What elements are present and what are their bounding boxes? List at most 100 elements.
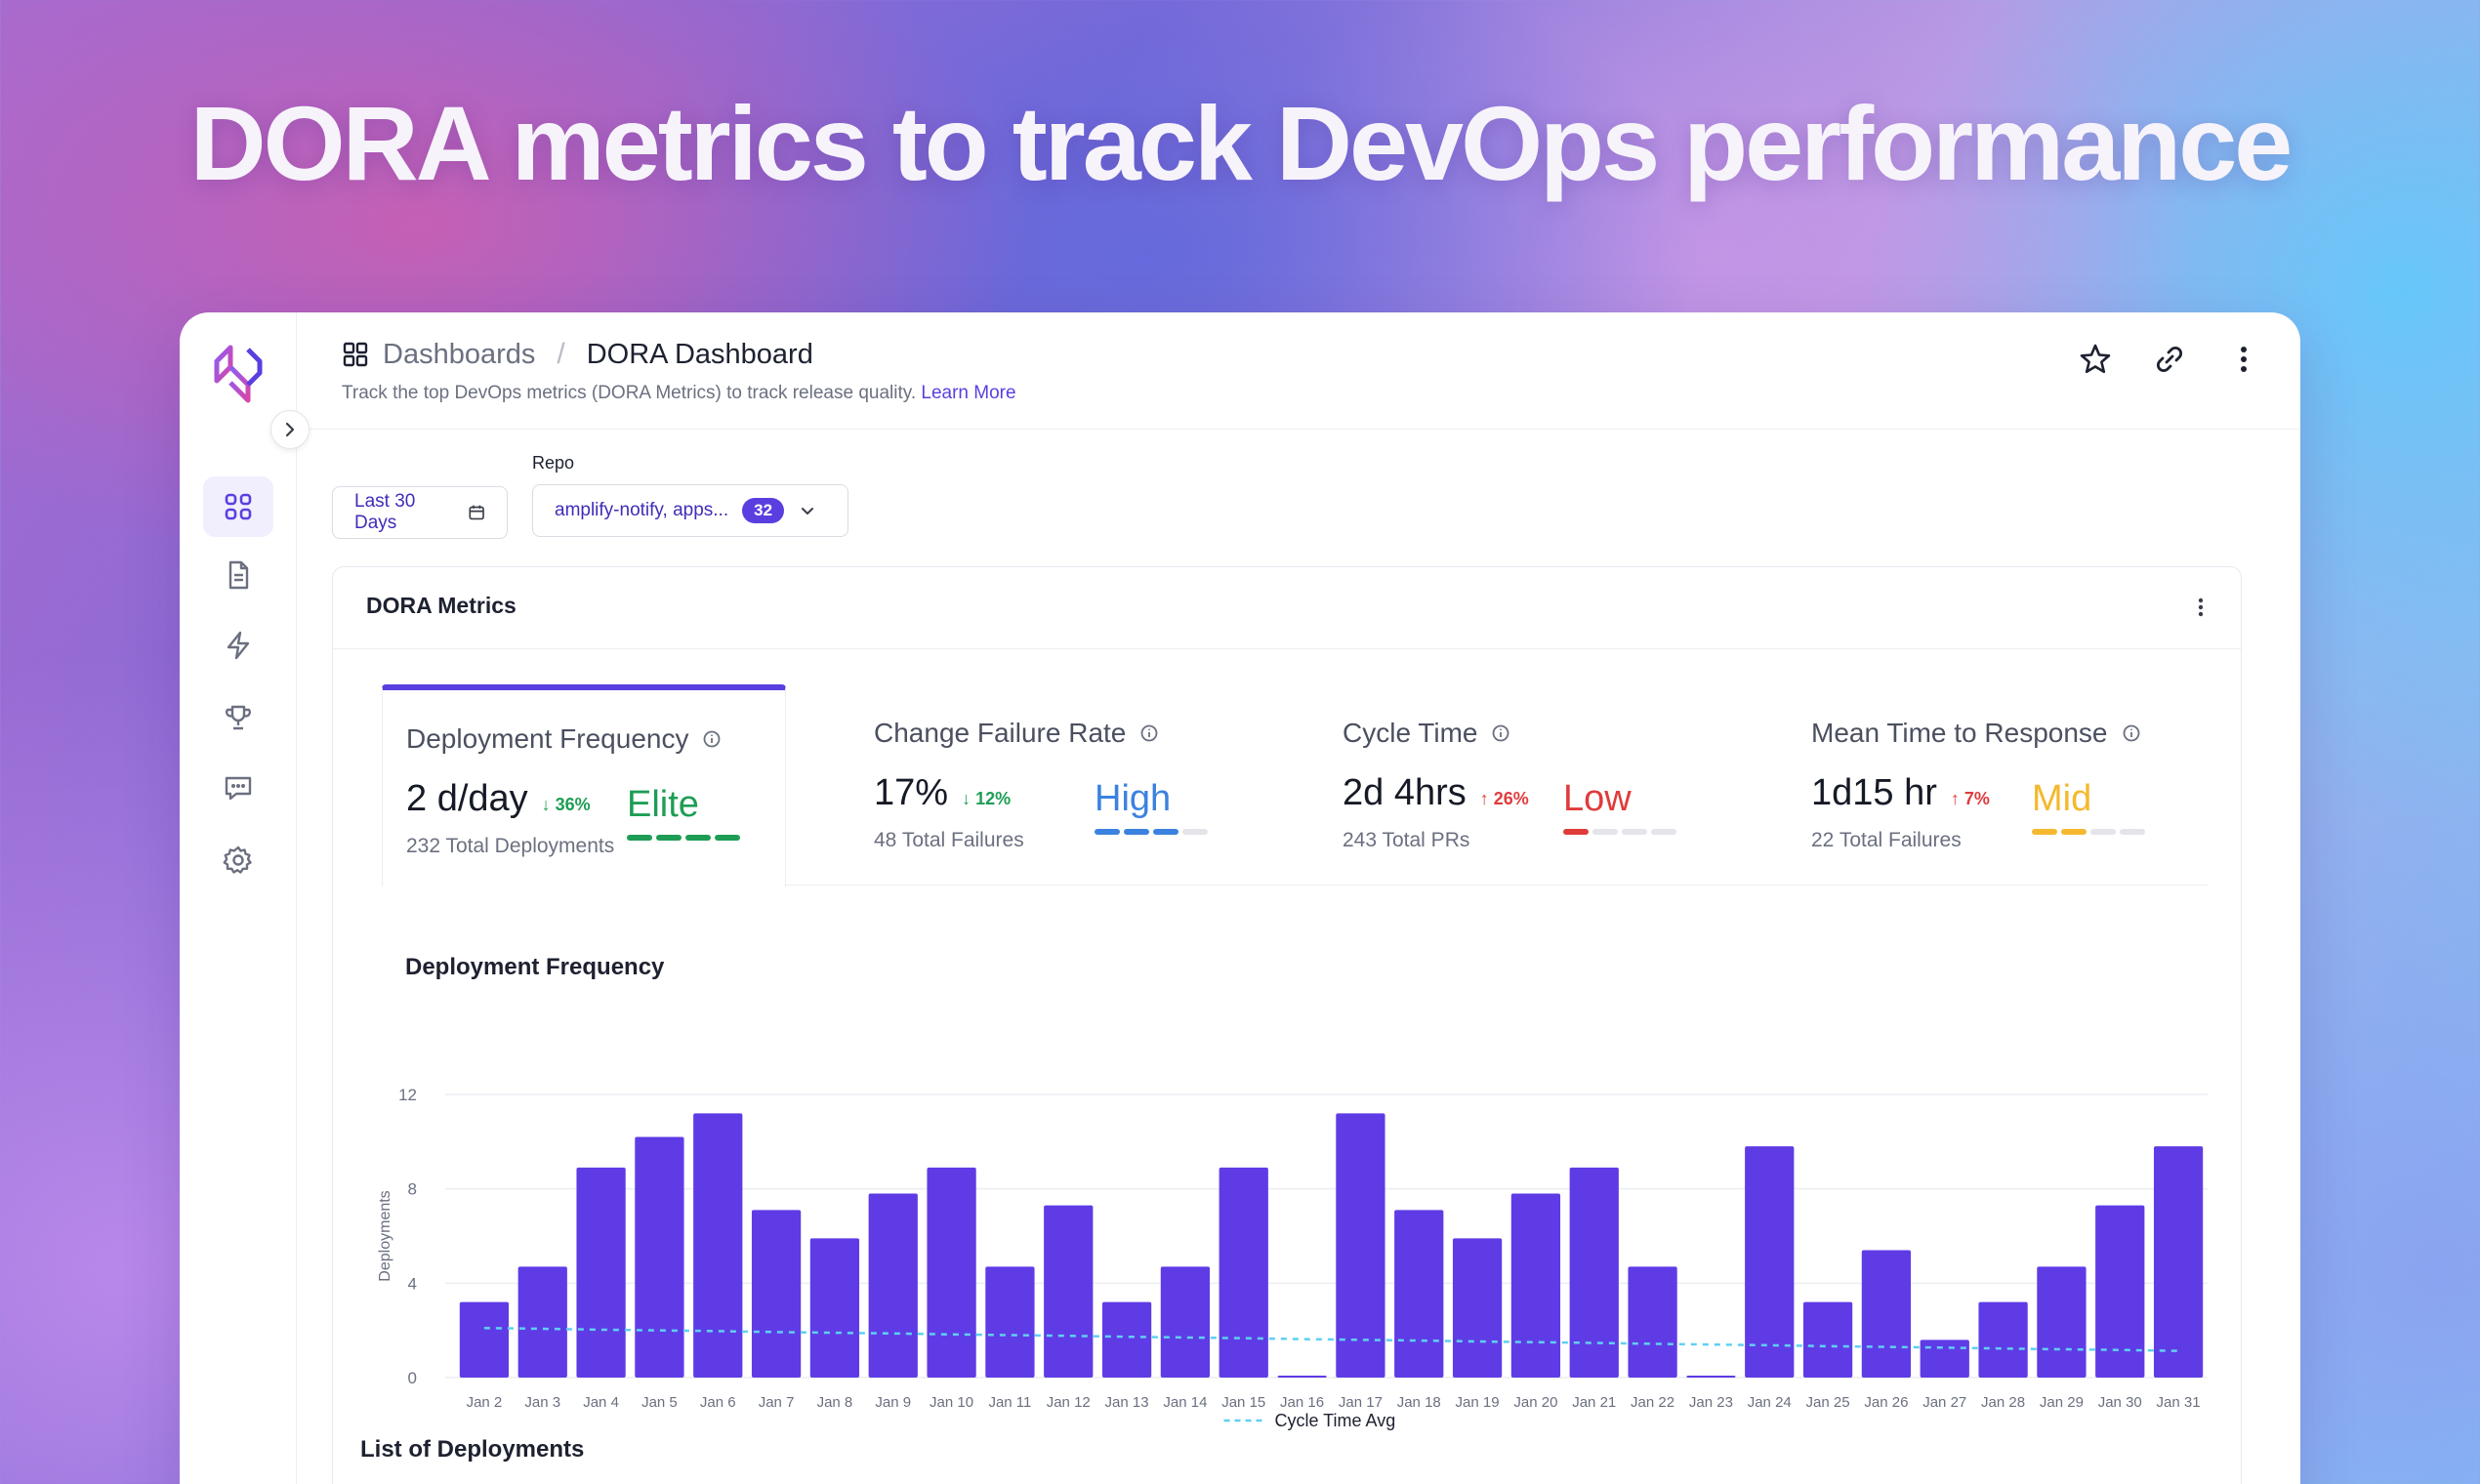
- x-tick-label: Jan 9: [875, 1394, 911, 1411]
- sidebar-item-settings[interactable]: [203, 830, 273, 890]
- y-tick-label: 12: [398, 1086, 417, 1104]
- level-segment: [627, 835, 652, 841]
- metric-level: High: [1095, 778, 1172, 819]
- metric-value-row: 2 d/day ↓ 36%: [406, 778, 591, 820]
- level-segment: [1124, 829, 1149, 835]
- sidebar-item-dashboards[interactable]: [203, 476, 273, 537]
- repo-label: Repo: [532, 453, 575, 473]
- metric-level: Elite: [627, 784, 699, 825]
- bar: [985, 1266, 1035, 1378]
- level-segment: [715, 835, 740, 841]
- metric-name-label: Mean Time to Response: [1811, 718, 2108, 748]
- metric-value-row: 2d 4hrs ↑ 26%: [1343, 772, 1529, 814]
- top-bar: Dashboards / DORA Dashboard Track the to…: [297, 312, 2300, 430]
- bar: [693, 1113, 743, 1378]
- level-segment: [1563, 829, 1589, 835]
- sidebar-item-reports[interactable]: [203, 545, 273, 605]
- bar: [2037, 1266, 2087, 1378]
- x-tick-label: Jan 11: [988, 1394, 1031, 1411]
- info-icon[interactable]: [2122, 723, 2141, 743]
- favorite-button[interactable]: [2078, 342, 2113, 377]
- metric-delta: ↓ 12%: [962, 789, 1012, 808]
- bar: [1160, 1266, 1211, 1378]
- calendar-icon: [469, 505, 484, 520]
- info-icon[interactable]: [1139, 723, 1159, 743]
- sidebar-item-goals[interactable]: [203, 687, 273, 748]
- x-tick-label: Jan 15: [1221, 1394, 1265, 1411]
- bar: [1510, 1193, 1561, 1378]
- sidebar-item-activity[interactable]: [203, 615, 273, 676]
- repo-select-value: amplify-notify, apps...: [555, 500, 729, 520]
- bar: [1394, 1210, 1444, 1378]
- x-tick-label: Jan 19: [1456, 1394, 1500, 1411]
- document-icon: [228, 560, 249, 590]
- metric-total: 48 Total Failures: [874, 829, 1024, 851]
- metric-name-label: Change Failure Rate: [874, 718, 1127, 748]
- metric-tab[interactable]: Deployment Frequency 2 d/day ↓ 36% 232 Tota…: [382, 684, 786, 886]
- metric-total: 243 Total PRs: [1343, 829, 1470, 851]
- card-header: DORA Metrics: [333, 567, 2241, 649]
- x-tick-label: Jan 13: [1105, 1394, 1149, 1411]
- more-vertical-icon: [2241, 347, 2247, 372]
- level-segment: [2090, 829, 2116, 835]
- x-tick-label: Jan 4: [583, 1394, 619, 1411]
- bar: [1686, 1376, 1736, 1378]
- level-segment: [685, 835, 711, 841]
- metric-tab[interactable]: Mean Time to Response 1d15 hr ↑ 7% 22 Total…: [1788, 684, 2192, 886]
- x-tick-label: Jan 3: [524, 1394, 560, 1411]
- chevron-down-icon: [802, 508, 814, 515]
- sidebar-item-feedback[interactable]: [203, 758, 273, 818]
- legend-label: Cycle Time Avg: [1275, 1411, 1396, 1430]
- bar: [1628, 1266, 1677, 1378]
- deployment-frequency-chart: 0 4 8 12 Deployments Jan 2 Jan 3 Jan 4 Jan 5 Jan …: [377, 1086, 2208, 1430]
- level-segment: [2120, 829, 2145, 835]
- metric-level-bars: [1095, 829, 1208, 835]
- metric-tab[interactable]: Change Failure Rate 17% ↓ 12% 48 Total Fail…: [850, 684, 1255, 886]
- bar: [868, 1193, 918, 1378]
- page-description: Track the top DevOps metrics (DORA Metri…: [342, 383, 1016, 404]
- bar: [927, 1167, 976, 1378]
- bar: [1452, 1238, 1503, 1378]
- x-tick-label: Jan 23: [1689, 1394, 1733, 1411]
- info-icon[interactable]: [1491, 723, 1510, 743]
- card-menu-icon[interactable]: [2188, 595, 2213, 620]
- gear-icon: [223, 845, 252, 874]
- level-segment: [2061, 829, 2087, 835]
- y-tick-label: 8: [408, 1180, 417, 1199]
- breadcrumb-separator: /: [557, 338, 565, 370]
- metric-value: 17%: [874, 772, 949, 813]
- level-segment: [1622, 829, 1647, 835]
- bar: [1336, 1113, 1385, 1378]
- card-title: DORA Metrics: [366, 593, 517, 618]
- link-icon: [2156, 346, 2183, 373]
- level-segment: [2032, 829, 2057, 835]
- sidebar-expand-button[interactable]: [270, 410, 310, 449]
- bar: [635, 1136, 684, 1378]
- x-tick-label: Jan 6: [700, 1394, 736, 1411]
- x-tick-label: Jan 20: [1513, 1394, 1557, 1411]
- x-tick-label: Jan 27: [1922, 1394, 1966, 1411]
- date-range-picker[interactable]: Last 30 Days: [332, 486, 508, 539]
- bar: [1978, 1301, 2028, 1378]
- x-tick-label: Jan 17: [1339, 1394, 1383, 1411]
- bar: [517, 1266, 567, 1378]
- metric-name: Deployment Frequency: [406, 723, 722, 755]
- breadcrumb-dashboards-link[interactable]: Dashboards: [383, 338, 536, 370]
- x-tick-label: Jan 24: [1748, 1394, 1792, 1411]
- bar: [1219, 1167, 1268, 1378]
- metric-level-bars: [1563, 829, 1676, 835]
- metric-name: Cycle Time: [1343, 718, 1510, 749]
- brand-logo-icon[interactable]: [209, 342, 268, 406]
- bar: [751, 1210, 802, 1378]
- info-icon[interactable]: [702, 729, 722, 749]
- metric-tab[interactable]: Cycle Time 2d 4hrs ↑ 26% 243 Total PRs Low: [1319, 684, 1723, 886]
- cycle-time-avg-line: [483, 1327, 2179, 1352]
- metric-name: Mean Time to Response: [1811, 718, 2141, 749]
- repo-select[interactable]: amplify-notify, apps... 32: [532, 484, 848, 537]
- copy-link-button[interactable]: [2152, 342, 2187, 377]
- metric-level: Mid: [2032, 778, 2092, 819]
- star-icon: [2080, 344, 2111, 374]
- learn-more-link[interactable]: Learn More: [921, 383, 1016, 403]
- more-options-button[interactable]: [2226, 342, 2261, 377]
- level-segment: [1153, 829, 1178, 835]
